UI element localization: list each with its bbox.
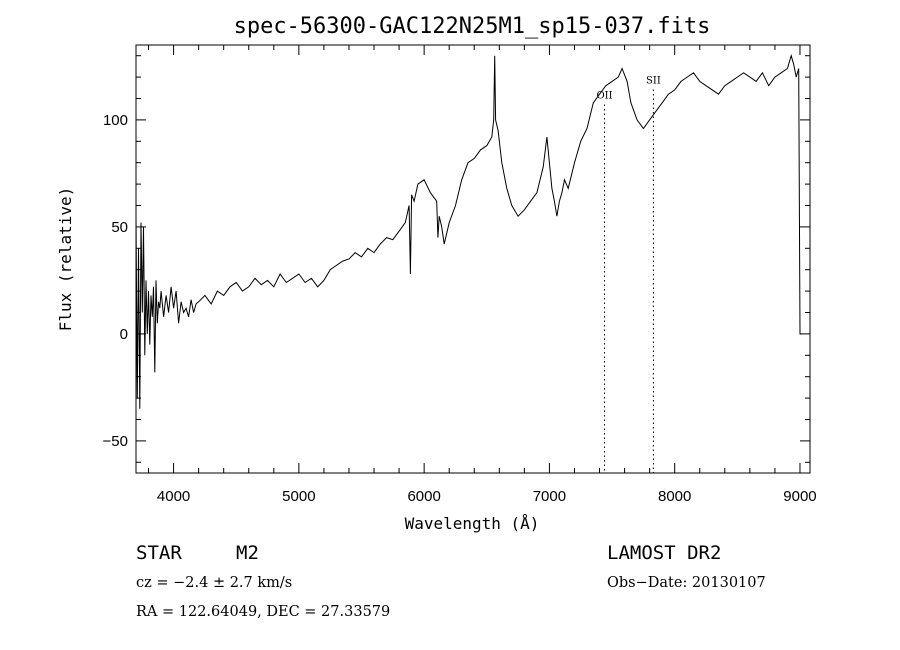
y-tick-label: 100 <box>103 112 128 129</box>
line-id-label: OII <box>596 91 612 102</box>
x-tick-label: 9000 <box>783 488 816 505</box>
x-tick-label: 6000 <box>407 488 440 505</box>
x-axis-label: Wavelength (Å) <box>405 514 540 533</box>
x-tick-labels: 4000 5000 6000 7000 8000 9000 <box>157 488 817 505</box>
spectrum-line <box>135 53 802 409</box>
x-tick-label: 5000 <box>282 488 315 505</box>
object-class: STAR <box>136 542 182 564</box>
obs-date: Obs−Date: 20130107 <box>607 575 766 591</box>
object-subclass: M2 <box>236 542 259 564</box>
survey-name: LAMOST DR2 <box>607 542 722 564</box>
y-tick-label: 50 <box>111 219 128 236</box>
line-id-label: SII <box>646 76 661 87</box>
x-tick-label: 7000 <box>533 488 566 505</box>
ra-dec-coordinates: RA = 122.64049, DEC = 27.33579 <box>136 604 391 620</box>
y-axis-label: Flux (relative) <box>56 187 75 332</box>
line-identifications: OII SII <box>596 76 661 473</box>
chart-title: spec-56300-GAC122N25M1_sp15-037.fits <box>234 14 711 39</box>
y-tick-label: −50 <box>103 433 128 450</box>
x-tick-label: 4000 <box>157 488 190 505</box>
axis-ticks <box>136 45 810 473</box>
y-tick-labels: −50 0 50 100 <box>103 112 128 450</box>
y-tick-label: 0 <box>120 326 128 343</box>
redshift-cz: cz = −2.4 ± 2.7 km/s <box>136 575 293 591</box>
x-tick-label: 8000 <box>658 488 691 505</box>
plot-frame <box>135 44 811 474</box>
